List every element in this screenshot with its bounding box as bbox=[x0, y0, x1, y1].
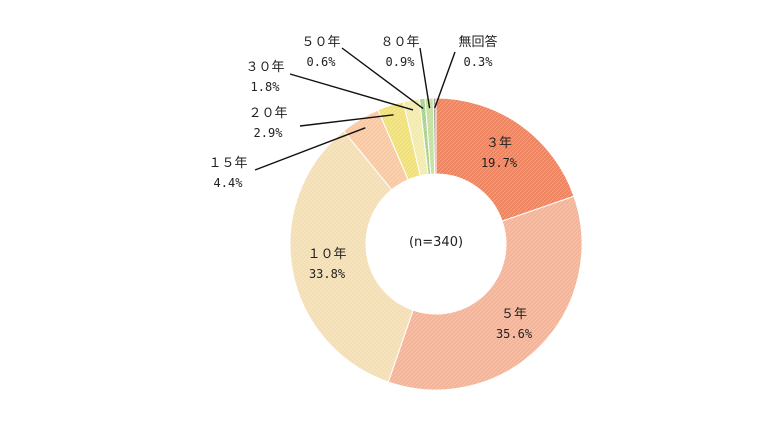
slice-texture bbox=[289, 98, 582, 390]
slice-7-leader bbox=[419, 47, 431, 109]
slice-5-leader bbox=[289, 73, 414, 111]
slice-7-texture bbox=[425, 98, 435, 175]
leader-lines bbox=[254, 47, 456, 171]
slice-3-label: １５年 bbox=[208, 156, 247, 171]
slice-0-label: ３年 bbox=[486, 136, 512, 151]
slice-4-label: ２０年 bbox=[248, 106, 287, 121]
slice-7-value: 0.9% bbox=[386, 55, 416, 69]
slice-8-leader bbox=[434, 51, 456, 109]
slice-1-label: ５年 bbox=[501, 307, 527, 322]
slice-8-value: 0.3% bbox=[464, 55, 494, 69]
slice-7-label: ８０年 bbox=[380, 35, 419, 50]
slice-5-label: ３０年 bbox=[245, 60, 284, 75]
slice-1-value: 35.6% bbox=[496, 327, 533, 341]
slice-5-value: 1.8% bbox=[251, 80, 281, 94]
slice-5-texture bbox=[403, 98, 429, 176]
slice-labels: ３年 19.7% ５年 35.6% １０年 33.8% １５年 4.4% ２０年 2.9% ３０年 1… bbox=[208, 34, 532, 341]
slice-1-texture bbox=[388, 196, 582, 390]
slice-3-leader bbox=[254, 127, 366, 171]
slice-6-value: 0.6% bbox=[307, 55, 337, 69]
slice-2-label: １０年 bbox=[307, 247, 346, 262]
center-label: (n=340) bbox=[409, 235, 463, 250]
slice-8-label: 無回答 bbox=[458, 34, 497, 50]
slice-2-texture bbox=[289, 130, 414, 382]
slice-2-value: 33.8% bbox=[309, 267, 346, 281]
slice-6-leader bbox=[341, 47, 424, 110]
slice-4-value: 2.9% bbox=[254, 126, 284, 140]
slice-4-texture bbox=[378, 101, 421, 180]
slice-0-texture bbox=[436, 98, 574, 222]
slice-8-texture bbox=[433, 98, 436, 175]
slice-3-value: 4.4% bbox=[214, 176, 244, 190]
slice-6-label: ５０年 bbox=[301, 35, 340, 50]
slice-4-leader bbox=[299, 114, 394, 127]
slice-0-value: 19.7% bbox=[481, 156, 518, 170]
slice-6-texture bbox=[419, 98, 431, 175]
